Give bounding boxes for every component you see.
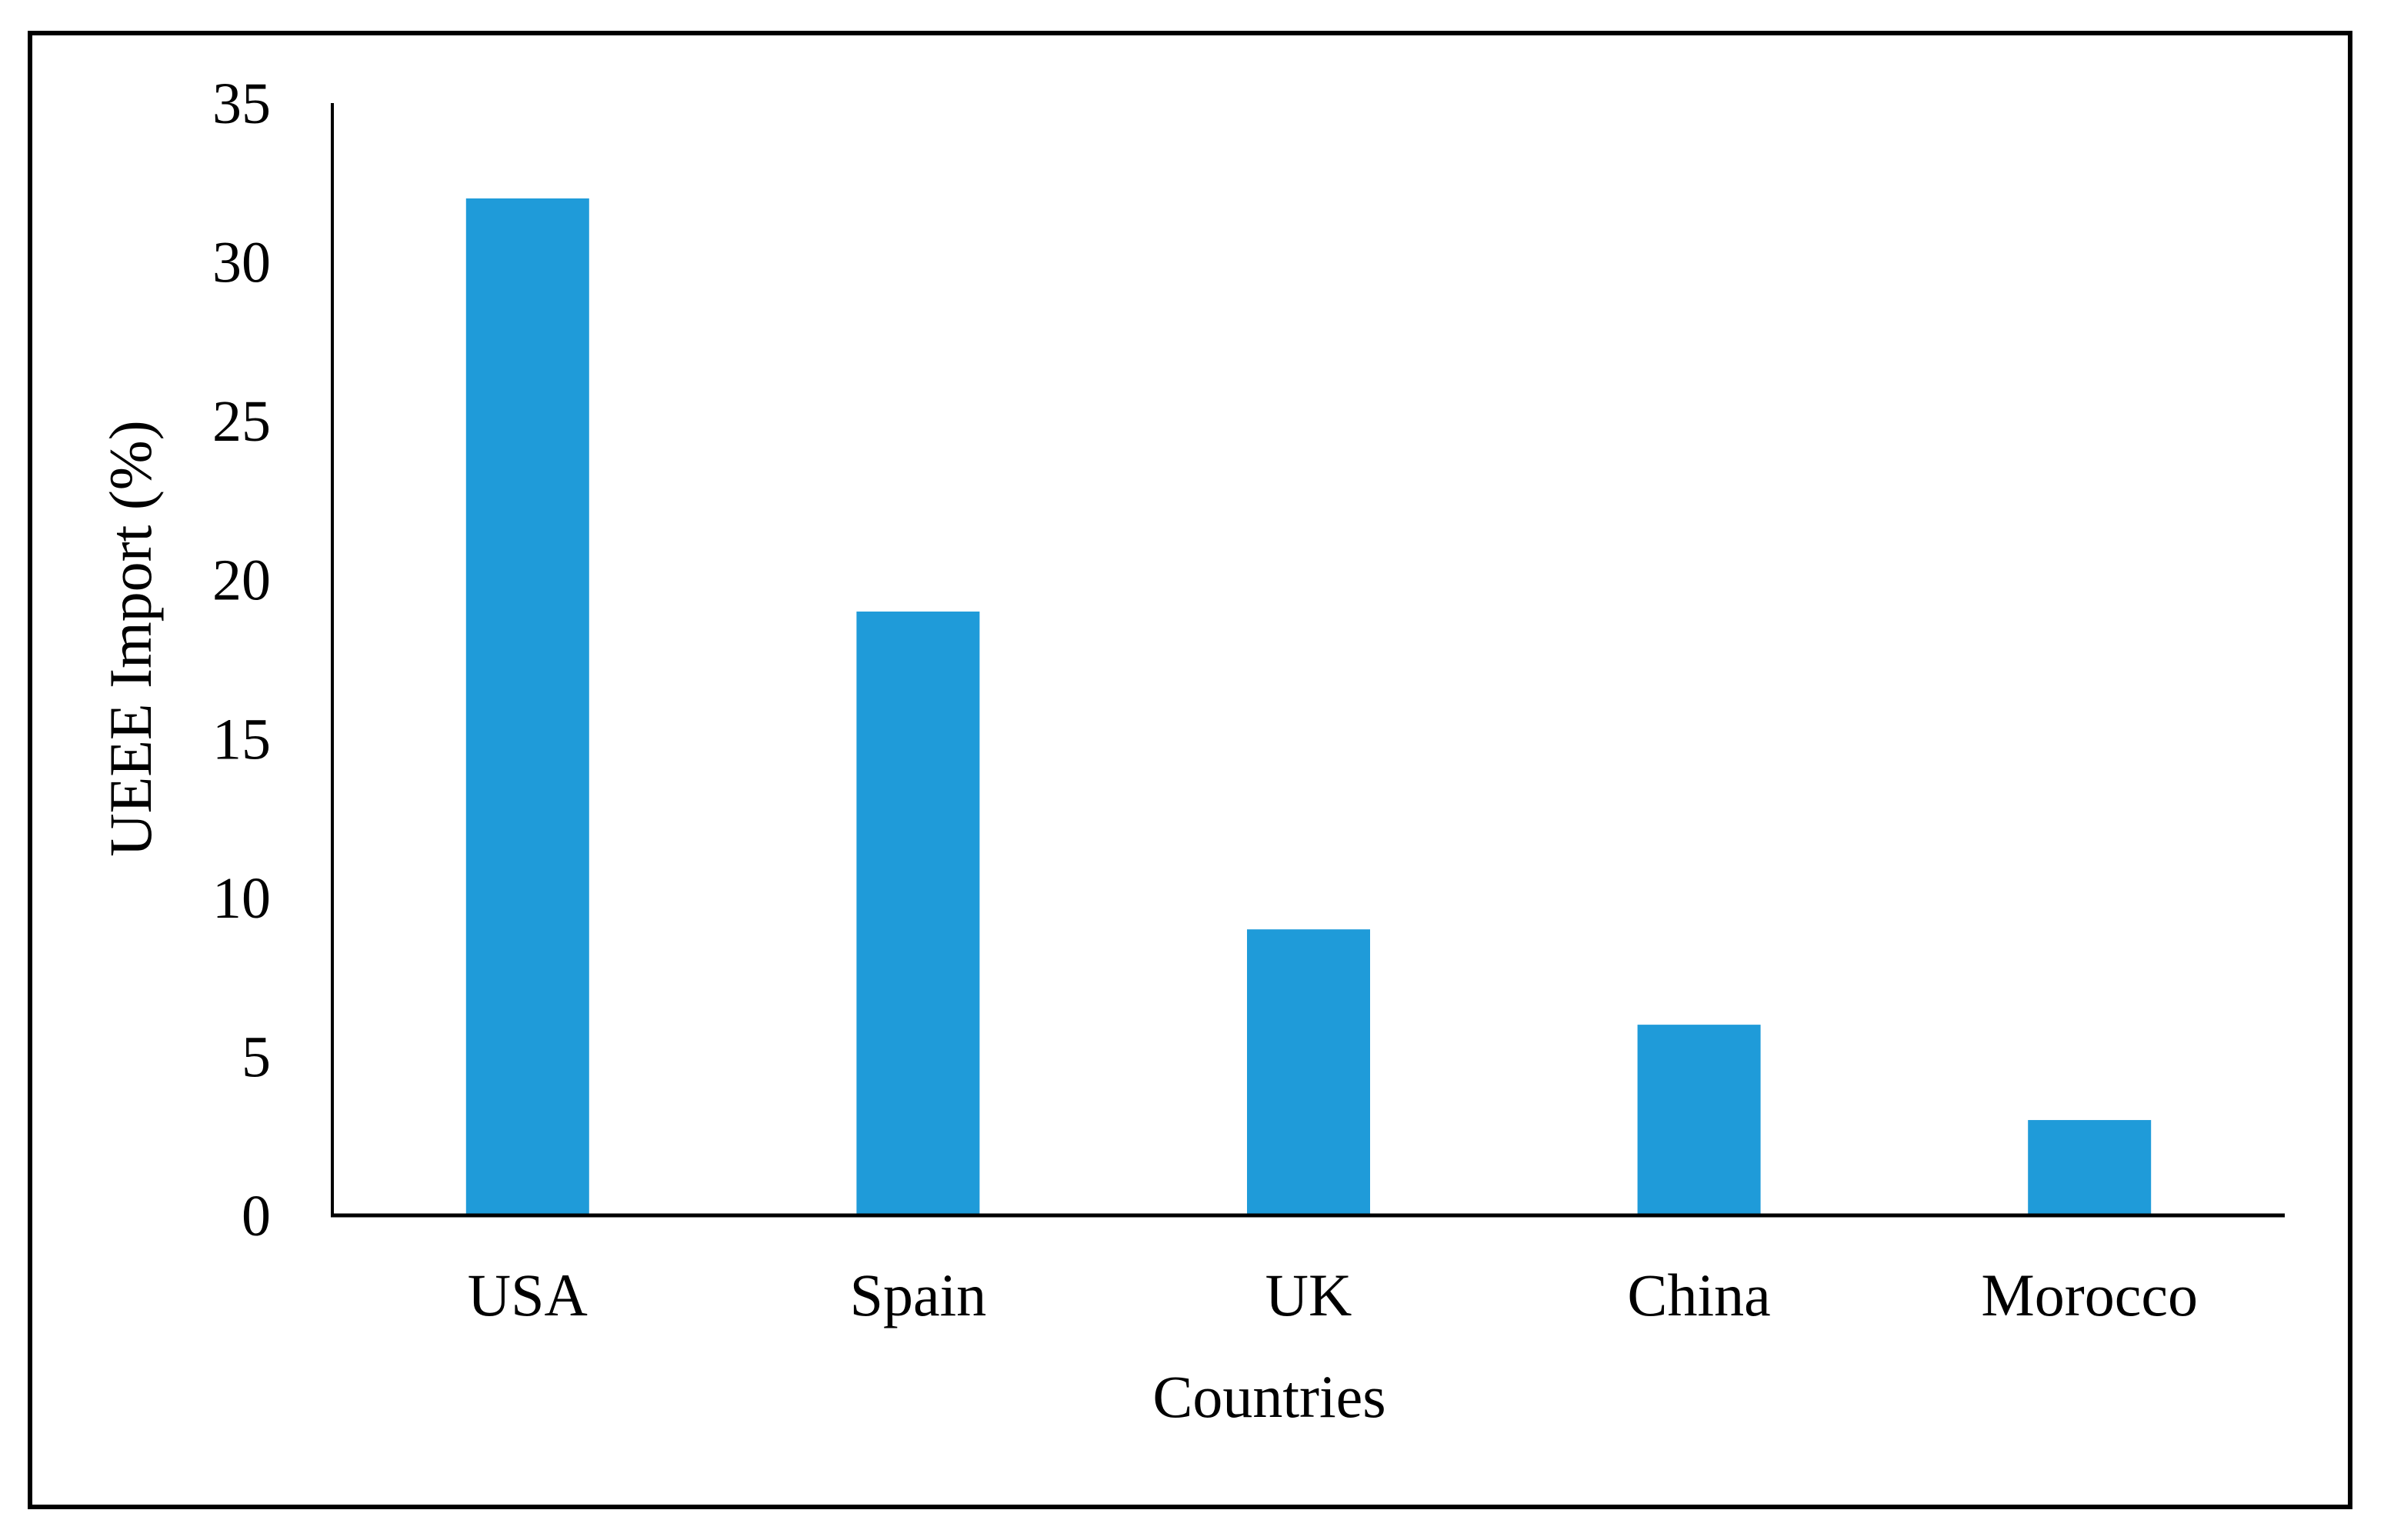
- y-tick-label-15: 15: [212, 707, 271, 772]
- bar-spain: [856, 612, 980, 1215]
- y-tick-label-10: 10: [212, 866, 271, 931]
- y-tick-label-5: 5: [242, 1025, 271, 1089]
- y-tick-label-25: 25: [212, 389, 271, 454]
- x-tick-label-china: China: [1627, 1262, 1770, 1328]
- y-tick-label-35: 35: [212, 72, 271, 136]
- bars-group: [465, 198, 2152, 1215]
- x-category-labels: USA Spain UK China Morocco: [468, 1262, 2198, 1328]
- bar-china: [1637, 1025, 1761, 1215]
- bar-morocco: [2028, 1120, 2152, 1215]
- y-axis-title: UEEE Import (%): [97, 420, 164, 856]
- bar-uk: [1247, 929, 1370, 1215]
- x-tick-label-uk: UK: [1265, 1262, 1352, 1328]
- x-tick-label-usa: USA: [468, 1262, 588, 1328]
- x-tick-label-spain: Spain: [850, 1262, 987, 1328]
- chart-frame: [28, 31, 2352, 1509]
- x-tick-label-morocco: Morocco: [1981, 1262, 2198, 1328]
- x-axis-title: Countries: [1152, 1363, 1385, 1430]
- y-tick-label-20: 20: [212, 548, 271, 613]
- y-tick-labels: 0 5 10 15 20 25 30 35: [212, 72, 271, 1248]
- bar-usa: [465, 198, 589, 1215]
- y-tick-label-0: 0: [242, 1184, 271, 1248]
- y-tick-label-30: 30: [212, 231, 271, 295]
